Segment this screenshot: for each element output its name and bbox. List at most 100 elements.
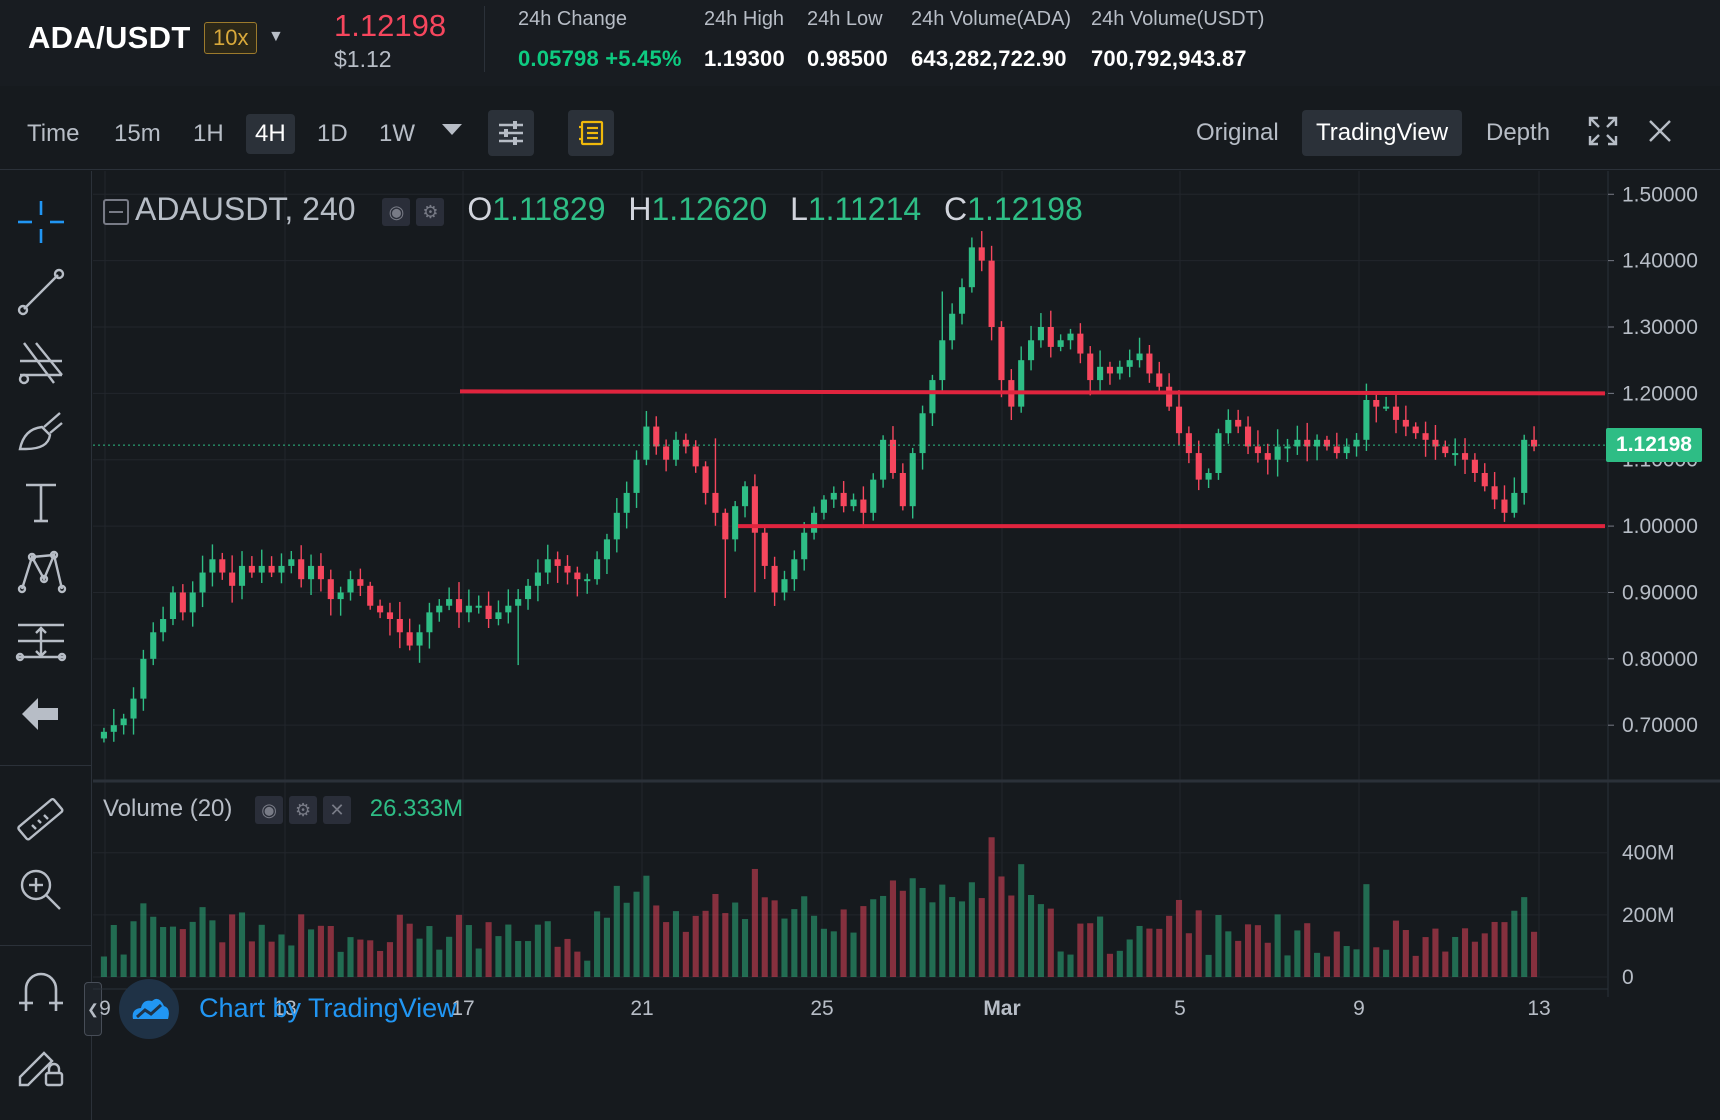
candle-body [1392, 406, 1400, 420]
candle-body [1018, 360, 1025, 407]
view-original[interactable]: Original [1196, 119, 1279, 146]
candle-body [1097, 366, 1104, 381]
candle-body [949, 313, 956, 341]
close-icon[interactable]: ✕ [323, 795, 352, 824]
zoom-in-tool[interactable] [14, 863, 68, 917]
candle-body [100, 731, 107, 739]
volume-bar [1244, 924, 1252, 977]
volume-bar [544, 921, 551, 977]
notes-button[interactable] [568, 110, 614, 156]
indicators-button[interactable] [488, 110, 534, 156]
candle-body [1027, 340, 1035, 361]
measure-tool[interactable] [14, 615, 68, 669]
volume-bar [958, 901, 966, 977]
volume-bar [1471, 941, 1478, 977]
candle-body [1037, 327, 1044, 341]
interval-4h[interactable]: 4H [246, 114, 295, 154]
more-intervals-caret-icon[interactable] [442, 124, 462, 135]
close-icon [1649, 120, 1671, 142]
lock-drawings-icon [18, 1051, 64, 1087]
interval-time[interactable]: Time [27, 120, 80, 147]
candle-body [1471, 459, 1478, 473]
magnet-tool[interactable] [14, 967, 68, 1021]
ruler-tool[interactable] [14, 793, 68, 847]
volume-bar [672, 911, 680, 977]
interval-1w[interactable]: 1W [379, 120, 415, 147]
candle-body [386, 612, 394, 619]
candle-body [317, 565, 324, 580]
volume-bar [1166, 915, 1173, 977]
volume-bar [1146, 928, 1153, 977]
text-tool[interactable] [14, 475, 68, 529]
candle-body [1353, 439, 1360, 447]
volume-bar [524, 941, 532, 977]
back-button[interactable] [14, 687, 68, 741]
volume-bar [1225, 931, 1232, 977]
notes-icon [579, 120, 604, 146]
eye-icon[interactable]: ◉ [382, 197, 411, 226]
candle-body [1432, 439, 1439, 447]
interval-1d[interactable]: 1D [317, 120, 348, 147]
candle-body [594, 559, 601, 580]
volume-bar [860, 906, 867, 977]
candle-body [860, 499, 867, 513]
candle-body [830, 492, 837, 500]
candle-body [653, 426, 660, 447]
volume-bar [554, 946, 561, 977]
trendline-tool[interactable] [14, 265, 68, 319]
pair-title[interactable]: ADA/USDT [28, 20, 191, 55]
volume-bar [1254, 925, 1261, 977]
lock-drawings-tool[interactable] [14, 1037, 68, 1091]
volume-bar [1156, 928, 1163, 977]
gear-icon[interactable]: ⚙ [289, 795, 318, 824]
legend-symbol: ADAUSDT, 240 [135, 191, 356, 227]
volume-bar [1323, 956, 1331, 977]
price-chart[interactable]: 1.500001.400001.300001.200001.100001.000… [93, 171, 1720, 1120]
candle-body [1077, 333, 1084, 354]
candle-body [761, 532, 768, 566]
crosshair-tool[interactable] [14, 195, 68, 249]
volume-bar [534, 924, 541, 977]
view-depth[interactable]: Depth [1486, 119, 1551, 146]
collapse-legend-icon[interactable] [103, 198, 129, 225]
y-tick-label: 1.00000 [1622, 515, 1698, 538]
volume-bar [988, 837, 995, 977]
candle-body [751, 486, 758, 533]
candle-body [968, 247, 975, 288]
stat-label: 24h Low [807, 8, 883, 30]
x-tick-label: 25 [810, 997, 833, 1020]
leverage-badge[interactable]: 10x [204, 22, 258, 54]
close-chart-button[interactable] [1647, 118, 1673, 149]
y-tick-label: 1.30000 [1622, 316, 1698, 339]
volume-bar [1175, 899, 1183, 977]
volume-bar [515, 941, 522, 977]
volume-bar [899, 890, 906, 977]
fullscreen-button[interactable] [1588, 116, 1618, 151]
interval-15m[interactable]: 15m [114, 120, 161, 147]
stat-value: 0.05798 +5.45% [518, 46, 682, 71]
volume-bar [939, 884, 946, 977]
pitchfork-tool[interactable] [14, 335, 68, 389]
view-tradingview[interactable]: TradingView [1302, 110, 1463, 156]
eye-icon[interactable]: ◉ [255, 795, 284, 824]
gear-icon[interactable]: ⚙ [416, 197, 445, 226]
candle-body [899, 473, 906, 507]
pattern-tool[interactable] [14, 545, 68, 599]
volume-bar [702, 910, 709, 977]
pair-dropdown-caret-icon[interactable]: ▼ [268, 28, 284, 45]
volume-bar [1274, 914, 1281, 977]
candle-body [544, 559, 551, 573]
volume-bar [909, 878, 916, 977]
candle-body [633, 459, 640, 493]
last-price-label: 1.12198 [1606, 428, 1702, 463]
legend-open-label: O [467, 191, 493, 227]
volume-bar [1136, 925, 1143, 977]
collapse-rail-button[interactable]: ❮ [84, 982, 102, 1036]
candlestick-chart-canvas[interactable]: 1.500001.400001.300001.200001.100001.000… [93, 171, 1720, 1120]
brush-tool[interactable] [14, 405, 68, 459]
volume-bar [209, 920, 216, 977]
volume-bar [1195, 910, 1202, 977]
volume-bar [475, 948, 482, 977]
interval-1h[interactable]: 1H [193, 120, 224, 147]
candle-body [1156, 373, 1163, 387]
